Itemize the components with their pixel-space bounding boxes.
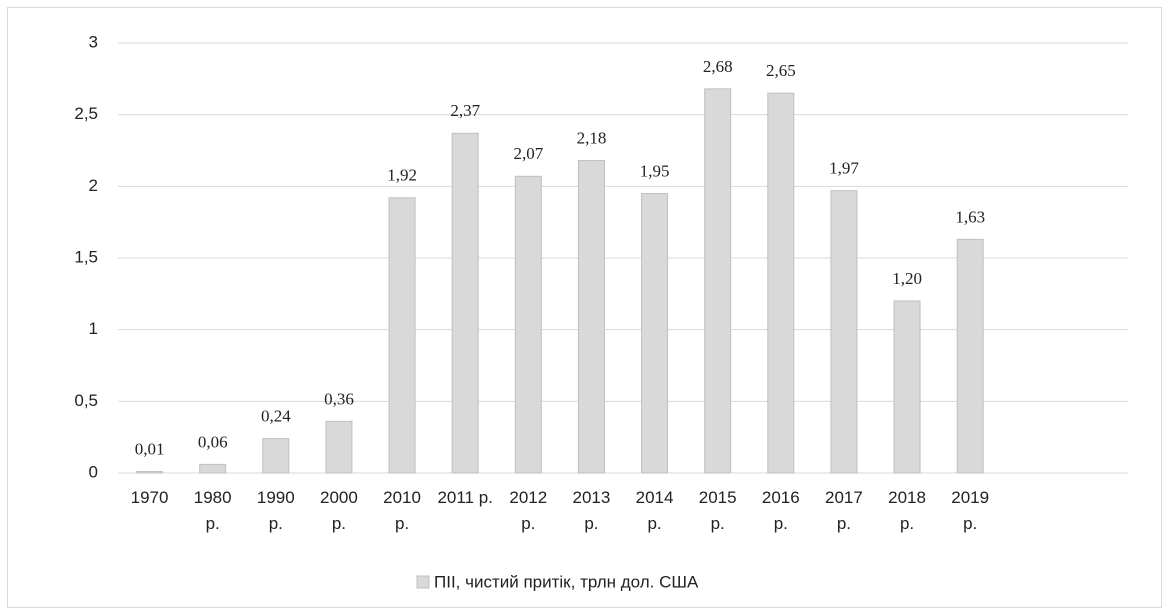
value-label: 0,36	[324, 389, 354, 408]
value-label: 0,01	[135, 439, 165, 458]
bar	[893, 300, 921, 474]
bar	[136, 471, 164, 474]
value-label: 2,18	[577, 128, 607, 147]
value-label: 1,20	[892, 269, 922, 288]
bar	[262, 438, 290, 474]
x-tick-label: 2018 р.	[888, 488, 926, 533]
x-tick-label: 2017 р.	[825, 488, 863, 533]
bar	[577, 160, 605, 474]
x-tick-label: 2000 р.	[320, 488, 358, 533]
value-label: 1,95	[640, 161, 670, 180]
x-tick-label: 1970	[130, 488, 169, 507]
bar	[514, 175, 542, 474]
x-tick-label: 2012 р.	[509, 488, 548, 533]
value-label: 2,68	[703, 57, 733, 76]
value-label: 1,97	[829, 159, 859, 178]
y-tick-label: 0	[89, 462, 98, 481]
bar	[199, 463, 227, 474]
value-label: 2,37	[450, 101, 480, 120]
y-tick-label: 0,5	[74, 391, 98, 410]
x-tick-label: 1980 р.	[193, 488, 232, 533]
x-tick-label: 2014 р.	[635, 488, 674, 533]
y-tick-label: 1	[89, 319, 98, 338]
bar	[704, 88, 732, 474]
x-tick-label: 2015 р.	[698, 488, 737, 533]
legend-label: ПІІ, чистий притік, трлн дол. США	[434, 572, 699, 591]
bar	[388, 197, 416, 474]
bar	[767, 92, 795, 474]
legend-swatch	[416, 575, 430, 589]
bar	[956, 238, 984, 474]
x-tick-label: 2011 р.	[437, 488, 493, 507]
x-tick-label: 2019 р.	[951, 488, 990, 533]
bar	[325, 420, 353, 474]
bar	[641, 193, 669, 474]
value-label: 2,07	[513, 144, 543, 163]
value-label: 0,24	[261, 407, 291, 426]
value-label: 1,63	[955, 207, 985, 226]
bar	[451, 132, 479, 474]
value-label: 2,65	[766, 61, 796, 80]
y-tick-label: 2	[89, 176, 98, 195]
y-tick-label: 3	[89, 32, 98, 51]
value-label: 0,06	[198, 432, 228, 451]
x-tick-label: 2013 р.	[572, 488, 611, 533]
bar	[830, 190, 858, 474]
x-tick-label: 2016 р.	[761, 488, 800, 533]
x-tick-label: 1990 р.	[256, 488, 295, 533]
y-tick-label: 2,5	[74, 104, 98, 123]
value-label: 1,92	[387, 166, 417, 185]
y-tick-label: 1,5	[74, 247, 98, 266]
x-tick-label: 2010 р.	[383, 488, 421, 533]
